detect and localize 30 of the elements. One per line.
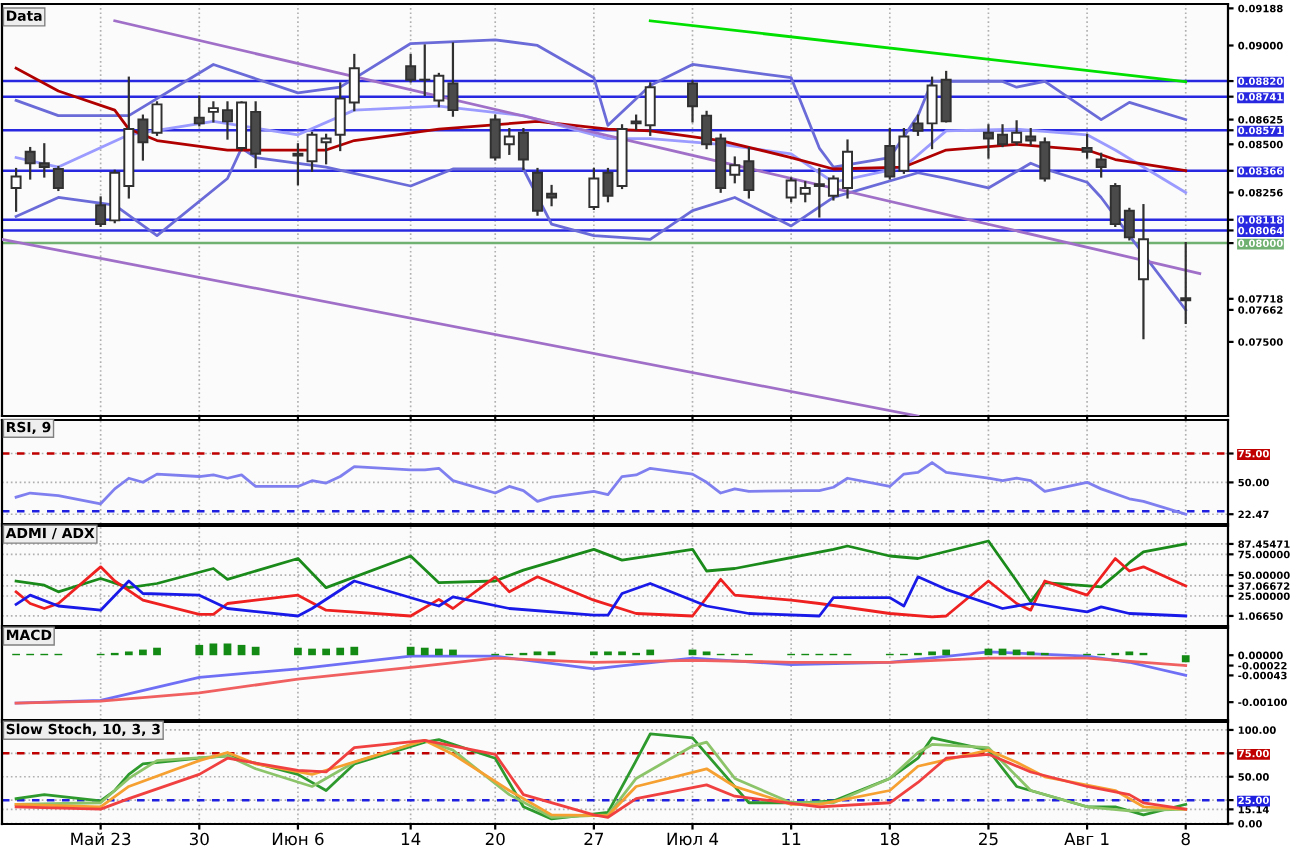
x-tick-label: 11 [782,832,801,845]
line-series [14,461,1188,516]
line-series [14,146,1188,312]
x-tick-label: Июн 6 [272,832,324,846]
x-tick-label: 25 [979,832,998,846]
candlestick [1095,152,1107,178]
line-series [14,539,1188,604]
line-series [14,575,1188,618]
x-tick-label: Авг 1 [1064,832,1109,845]
candlestick [1081,133,1093,159]
candlestick [292,143,304,186]
candlestick [151,101,163,136]
x-tick-label: 18 [881,832,900,846]
line-series [14,66,1188,173]
candlestick [1137,204,1149,340]
candlestick [52,165,64,192]
candlestick [1180,241,1192,325]
x-tick-label: Июл 4 [667,832,719,846]
candlestick [687,80,698,123]
line-series [14,104,1188,194]
candlestick [193,95,205,127]
x-tick-label: 27 [584,832,604,845]
x-tick-label: 20 [485,832,505,846]
x-tick-label: Май 23 [71,832,131,846]
line-series [14,557,1188,619]
candlestick [10,167,22,212]
x-tick-label: 30 [189,832,209,846]
x-tick-label: 14 [401,832,421,845]
candlestick [912,114,924,136]
x-tick-label: 8 [1181,832,1190,846]
